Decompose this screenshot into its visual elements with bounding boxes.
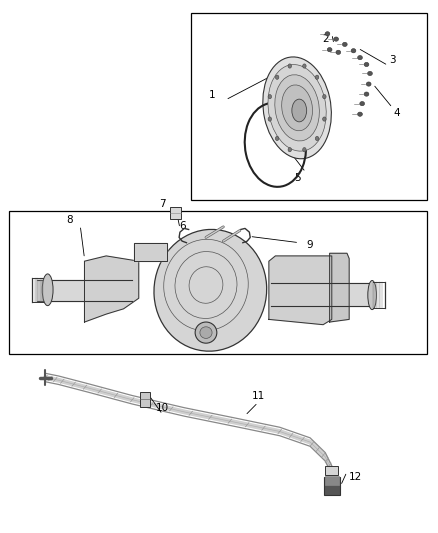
Ellipse shape (364, 62, 369, 67)
Ellipse shape (42, 274, 53, 305)
Ellipse shape (366, 82, 371, 86)
Ellipse shape (327, 47, 332, 52)
Bar (140, 392, 150, 407)
Ellipse shape (315, 75, 319, 79)
Bar (191, 13, 427, 200)
Bar (170, 207, 181, 219)
Ellipse shape (360, 101, 364, 106)
Ellipse shape (282, 85, 312, 131)
Ellipse shape (315, 136, 319, 141)
Ellipse shape (268, 117, 272, 121)
Text: 9: 9 (307, 240, 314, 251)
Ellipse shape (200, 327, 212, 338)
Ellipse shape (334, 37, 339, 41)
Ellipse shape (195, 322, 217, 343)
Text: 2: 2 (322, 34, 328, 44)
Polygon shape (85, 256, 139, 322)
Ellipse shape (276, 75, 279, 79)
Text: 11: 11 (251, 391, 265, 401)
Ellipse shape (357, 55, 362, 60)
Ellipse shape (351, 49, 356, 53)
Ellipse shape (275, 75, 319, 141)
Text: 7: 7 (159, 199, 166, 209)
Text: 1: 1 (209, 90, 216, 100)
Bar (324, 477, 339, 496)
Ellipse shape (325, 31, 330, 36)
Ellipse shape (303, 64, 306, 68)
Polygon shape (330, 253, 349, 322)
Bar (325, 466, 338, 475)
Text: 12: 12 (349, 472, 362, 482)
Ellipse shape (268, 94, 272, 99)
Text: 8: 8 (66, 215, 73, 225)
Ellipse shape (323, 117, 326, 121)
Ellipse shape (364, 92, 369, 96)
Ellipse shape (368, 280, 377, 310)
Ellipse shape (288, 64, 292, 68)
Text: 4: 4 (394, 108, 400, 118)
Ellipse shape (292, 99, 307, 122)
Ellipse shape (367, 71, 372, 76)
Text: 3: 3 (389, 55, 396, 65)
Ellipse shape (303, 148, 306, 152)
Ellipse shape (276, 136, 279, 141)
Ellipse shape (336, 50, 341, 54)
Polygon shape (134, 243, 167, 261)
Text: 6: 6 (179, 221, 185, 231)
Bar (325, 477, 339, 485)
Ellipse shape (343, 42, 347, 46)
Ellipse shape (268, 64, 326, 151)
Ellipse shape (323, 94, 326, 99)
Ellipse shape (154, 229, 267, 351)
Text: 10: 10 (156, 403, 169, 413)
Ellipse shape (263, 57, 332, 159)
Bar (9, 211, 427, 354)
Polygon shape (269, 256, 332, 325)
Ellipse shape (357, 112, 362, 116)
Text: 5: 5 (294, 173, 300, 183)
Ellipse shape (288, 148, 292, 152)
